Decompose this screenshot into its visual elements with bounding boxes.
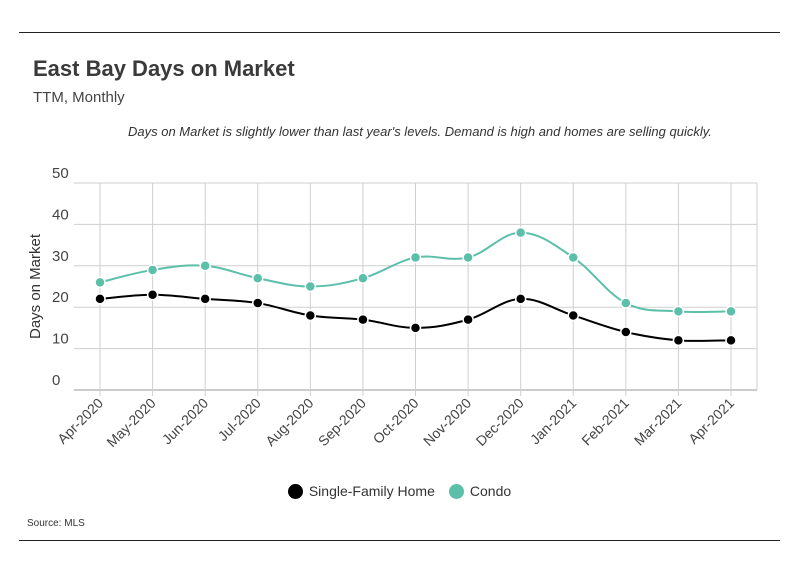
legend-item-condo[interactable]: Condo xyxy=(448,483,512,499)
data-point-condo xyxy=(252,272,264,284)
y-tick-label: 10 xyxy=(52,331,69,348)
data-point-single-family-home xyxy=(567,309,579,322)
data-point-single-family-home xyxy=(620,326,632,338)
x-tick-label: Aug-2020 xyxy=(262,395,316,449)
data-point-condo xyxy=(409,251,422,264)
y-tick-label: 0 xyxy=(52,372,60,389)
data-point-condo xyxy=(725,305,737,318)
y-tick-label: 50 xyxy=(52,165,69,182)
chart-note: Days on Market is slightly lower than la… xyxy=(128,124,712,139)
x-tick-label: Dec-2020 xyxy=(473,395,527,449)
data-point-condo xyxy=(514,226,527,239)
data-point-single-family-home xyxy=(94,293,106,305)
x-tick-label: Sep-2020 xyxy=(315,395,369,449)
legend-label-condo: Condo xyxy=(469,483,512,499)
data-point-condo xyxy=(357,272,369,284)
x-tick-label: Oct-2020 xyxy=(370,395,422,447)
data-point-condo xyxy=(567,251,579,264)
data-point-condo xyxy=(94,276,106,289)
data-point-condo xyxy=(199,260,211,272)
chart-subtitle: TTM, Monthly xyxy=(33,89,125,106)
y-tick-label: 20 xyxy=(52,289,69,306)
data-point-single-family-home xyxy=(462,313,474,326)
legend-label-single-family: Single-Family Home xyxy=(308,483,435,499)
source-note: Source: MLS xyxy=(27,518,85,529)
data-point-single-family-home xyxy=(146,289,159,301)
data-point-single-family-home xyxy=(357,313,369,326)
y-axis-label: Days on Market xyxy=(27,233,44,339)
data-point-single-family-home xyxy=(252,297,264,309)
data-point-condo xyxy=(304,280,317,293)
x-tick-label: Feb-2021 xyxy=(578,395,632,449)
x-tick-label: Apr-2021 xyxy=(685,395,737,447)
chart-title: East Bay Days on Market xyxy=(33,56,295,81)
data-point-condo xyxy=(672,305,685,318)
y-tick-label: 30 xyxy=(52,248,69,265)
legend: Single-Family Home Condo xyxy=(0,483,799,499)
y-tick-label: 40 xyxy=(52,206,69,223)
data-point-condo xyxy=(620,297,632,309)
x-tick-label: May-2020 xyxy=(103,395,158,450)
x-tick-label: Mar-2021 xyxy=(631,395,685,449)
x-tick-label: Jul-2020 xyxy=(215,395,264,444)
data-point-single-family-home xyxy=(725,334,737,347)
legend-swatch-condo xyxy=(448,483,464,499)
top-rule xyxy=(19,32,780,33)
x-tick-label: Jan-2021 xyxy=(527,395,580,448)
data-point-single-family-home xyxy=(514,293,527,305)
data-point-single-family-home xyxy=(304,309,317,322)
x-tick-label: Nov-2020 xyxy=(420,395,474,449)
bottom-rule xyxy=(19,540,780,541)
data-point-single-family-home xyxy=(199,293,211,305)
data-point-single-family-home xyxy=(409,322,422,334)
x-tick-label: Apr-2020 xyxy=(54,395,106,447)
x-tick-label: Jun-2020 xyxy=(159,395,212,448)
data-point-condo xyxy=(146,264,159,276)
legend-swatch-single-family xyxy=(287,483,303,499)
legend-item-single-family[interactable]: Single-Family Home xyxy=(287,483,435,499)
data-point-condo xyxy=(462,251,474,264)
data-point-single-family-home xyxy=(672,334,685,347)
